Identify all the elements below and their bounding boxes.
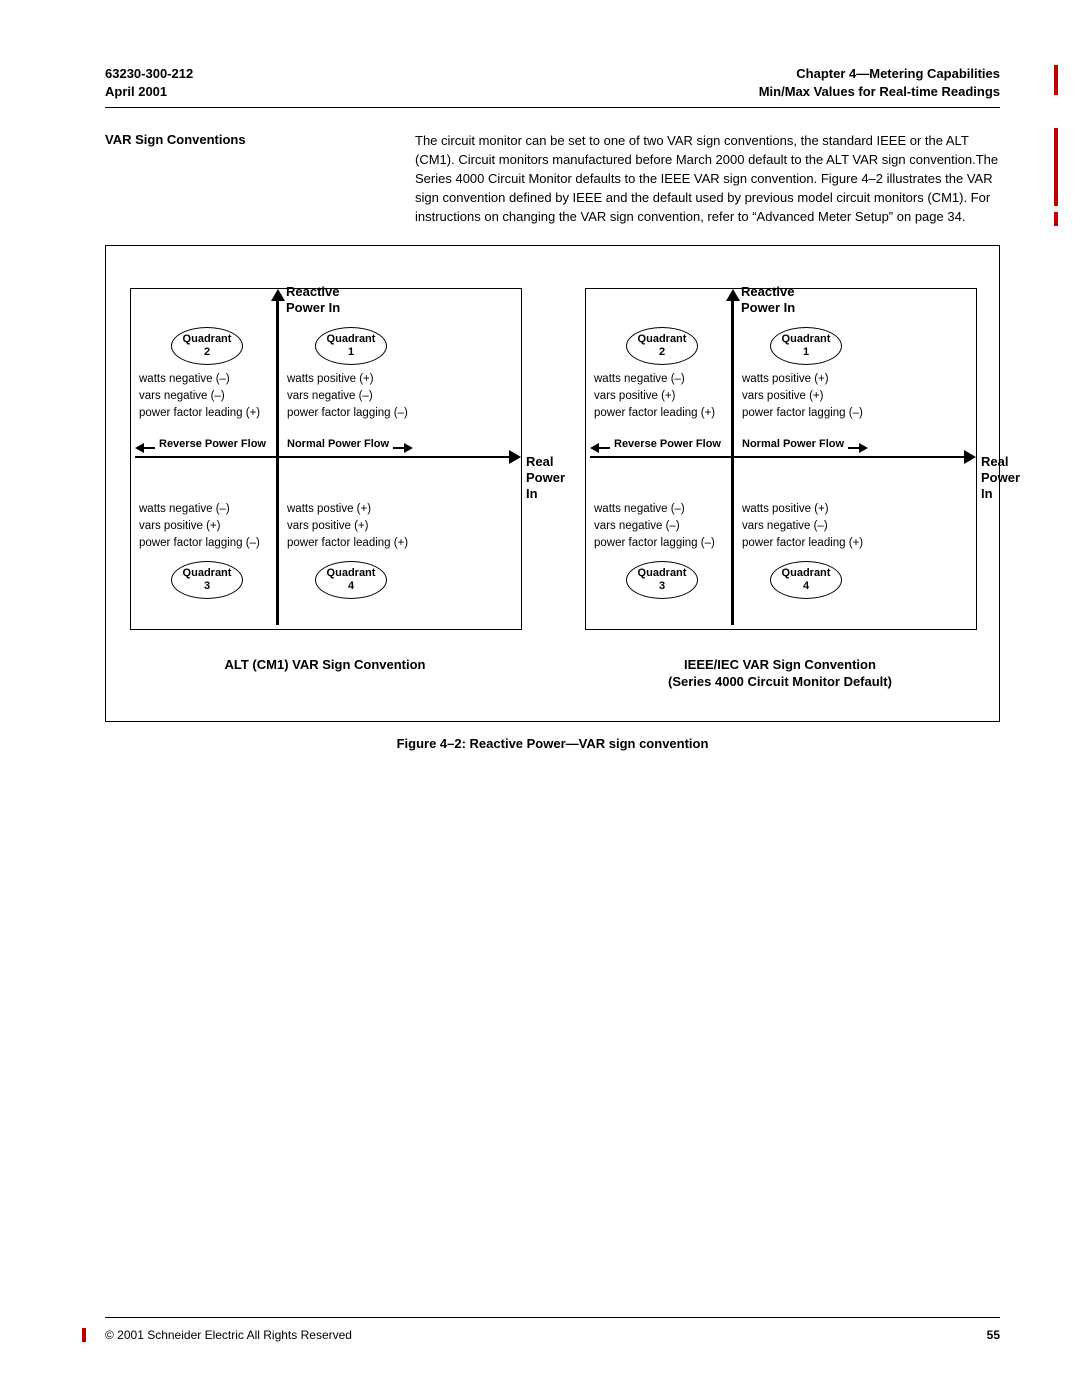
body-paragraph: The circuit monitor can be set to one of…: [415, 132, 1000, 226]
quadrant-bubble-3: Quadrant 3: [171, 561, 243, 599]
change-bar: [1054, 128, 1058, 206]
copyright: © 2001 Schneider Electric All Rights Res…: [105, 1328, 352, 1342]
q3-text: watts negative (–) vars positive (+) pow…: [139, 501, 284, 553]
x-axis-label: Real Power In: [526, 454, 565, 503]
q1-text: watts positive (+) vars negative (–) pow…: [287, 371, 432, 423]
normal-flow-label: Normal Power Flow: [742, 438, 844, 450]
page-number: 55: [987, 1328, 1000, 1342]
page-header: 63230-300-212 April 2001 Chapter 4—Meter…: [105, 65, 1000, 108]
section-title: Min/Max Values for Real-time Readings: [759, 84, 1000, 99]
q1-text: watts positive (+) vars positive (+) pow…: [742, 371, 887, 423]
dual-diagram-row: Reactive Power In Real Power In Quadrant…: [130, 284, 975, 691]
right-diagram-wrap: Reactive Power In Real Power In Quadrant…: [585, 284, 975, 691]
x-axis: [135, 456, 517, 459]
reverse-flow-arrow: [594, 447, 610, 449]
left-diagram-wrap: Reactive Power In Real Power In Quadrant…: [130, 284, 520, 691]
right-diagram-caption: IEEE/IEC VAR Sign Convention (Series 400…: [585, 656, 975, 691]
change-bar: [1054, 212, 1058, 226]
reverse-flow-label: Reverse Power Flow: [614, 438, 721, 450]
x-axis-label: Real Power In: [981, 454, 1020, 503]
x-axis: [590, 456, 972, 459]
quadrant-bubble-2: Quadrant 2: [171, 327, 243, 365]
quadrant-bubble-1: Quadrant 1: [315, 327, 387, 365]
q2-text: watts negative (–) vars positive (+) pow…: [594, 371, 739, 423]
quadrant-bubble-2: Quadrant 2: [626, 327, 698, 365]
normal-flow-arrow: [393, 447, 409, 449]
change-bar: [82, 1328, 86, 1342]
normal-flow-arrow: [848, 447, 864, 449]
q4-text: watts positive (+) vars negative (–) pow…: [742, 501, 887, 553]
reverse-flow-label: Reverse Power Flow: [159, 438, 266, 450]
doc-date: April 2001: [105, 84, 167, 99]
q2-text: watts negative (–) vars negative (–) pow…: [139, 371, 284, 423]
q3-text: watts negative (–) vars negative (–) pow…: [594, 501, 739, 553]
figure-box: Reactive Power In Real Power In Quadrant…: [105, 245, 1000, 722]
y-axis: [731, 293, 734, 625]
y-axis: [276, 293, 279, 625]
quadrant-bubble-1: Quadrant 1: [770, 327, 842, 365]
quadrant-bubble-4: Quadrant 4: [770, 561, 842, 599]
quadrant-bubble-3: Quadrant 3: [626, 561, 698, 599]
header-right: Chapter 4—Metering Capabilities Min/Max …: [759, 65, 1000, 101]
normal-flow-label: Normal Power Flow: [287, 438, 389, 450]
reverse-flow-arrow: [139, 447, 155, 449]
left-diagram: Quadrant 2 Quadrant 1 Quadrant 3 Quadran…: [130, 288, 522, 630]
right-diagram: Quadrant 2 Quadrant 1 Quadrant 3 Quadran…: [585, 288, 977, 630]
quadrant-bubble-4: Quadrant 4: [315, 561, 387, 599]
content-row: VAR Sign Conventions The circuit monitor…: [105, 132, 1000, 226]
q4-text: watts postive (+) vars positive (+) powe…: [287, 501, 432, 553]
page: 63230-300-212 April 2001 Chapter 4—Meter…: [0, 0, 1080, 1397]
change-bar: [1054, 65, 1058, 95]
doc-number: 63230-300-212: [105, 66, 193, 81]
chapter-title: Chapter 4—Metering Capabilities: [796, 66, 1000, 81]
header-left: 63230-300-212 April 2001: [105, 65, 193, 101]
left-diagram-caption: ALT (CM1) VAR Sign Convention: [130, 656, 520, 674]
page-footer: © 2001 Schneider Electric All Rights Res…: [105, 1317, 1000, 1342]
section-heading: VAR Sign Conventions: [105, 132, 375, 226]
figure-caption: Figure 4–2: Reactive Power—VAR sign conv…: [105, 736, 1000, 751]
